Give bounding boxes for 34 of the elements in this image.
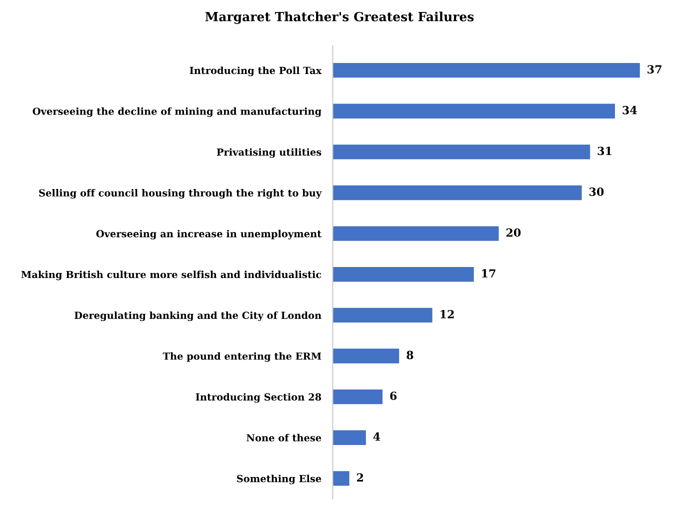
bar	[332, 226, 499, 241]
bar	[332, 430, 366, 445]
bar	[332, 62, 640, 78]
bar	[332, 144, 590, 160]
bar	[332, 471, 350, 486]
y-tick-label: None of these	[246, 434, 322, 442]
y-tick-label: Privatising utilities	[216, 148, 322, 158]
bar	[332, 267, 474, 282]
y-tick-label: Deregulating banking and the City of London	[74, 311, 322, 322]
y-tick-label: The pound entering the ERM	[162, 352, 322, 362]
y-tick-label: Something Else	[236, 474, 322, 484]
data-label: 31	[598, 146, 612, 156]
chart-title: Margaret Thatcher's Greatest Failures	[205, 12, 474, 24]
data-label: 34	[622, 106, 637, 114]
y-tick-label: Introducing the Poll Tax	[190, 66, 322, 76]
data-label: 37	[648, 65, 662, 74]
y-tick-label: Overseeing an increase in unemployment	[96, 230, 322, 240]
data-label: 12	[440, 310, 454, 318]
data-label: 4	[373, 432, 380, 441]
data-label: 6	[390, 392, 397, 400]
y-tick-label: Overseeing the decline of mining and manufacturing	[32, 107, 322, 117]
bar	[332, 104, 615, 118]
y-tick-label: Introducing Section 28	[196, 393, 322, 403]
bar	[332, 348, 400, 364]
y-tick-label: Selling off council housing through the right to buy	[39, 189, 322, 199]
y-tick-label: Making British culture more selfish and individualistic	[21, 270, 322, 280]
data-label: 30	[589, 188, 604, 196]
bar	[332, 389, 383, 404]
data-label: 20	[506, 228, 521, 237]
bar	[332, 308, 432, 323]
data-label: 8	[406, 350, 414, 360]
data-label: 2	[357, 473, 363, 482]
bar	[332, 185, 582, 200]
data-label: 17	[482, 269, 496, 278]
